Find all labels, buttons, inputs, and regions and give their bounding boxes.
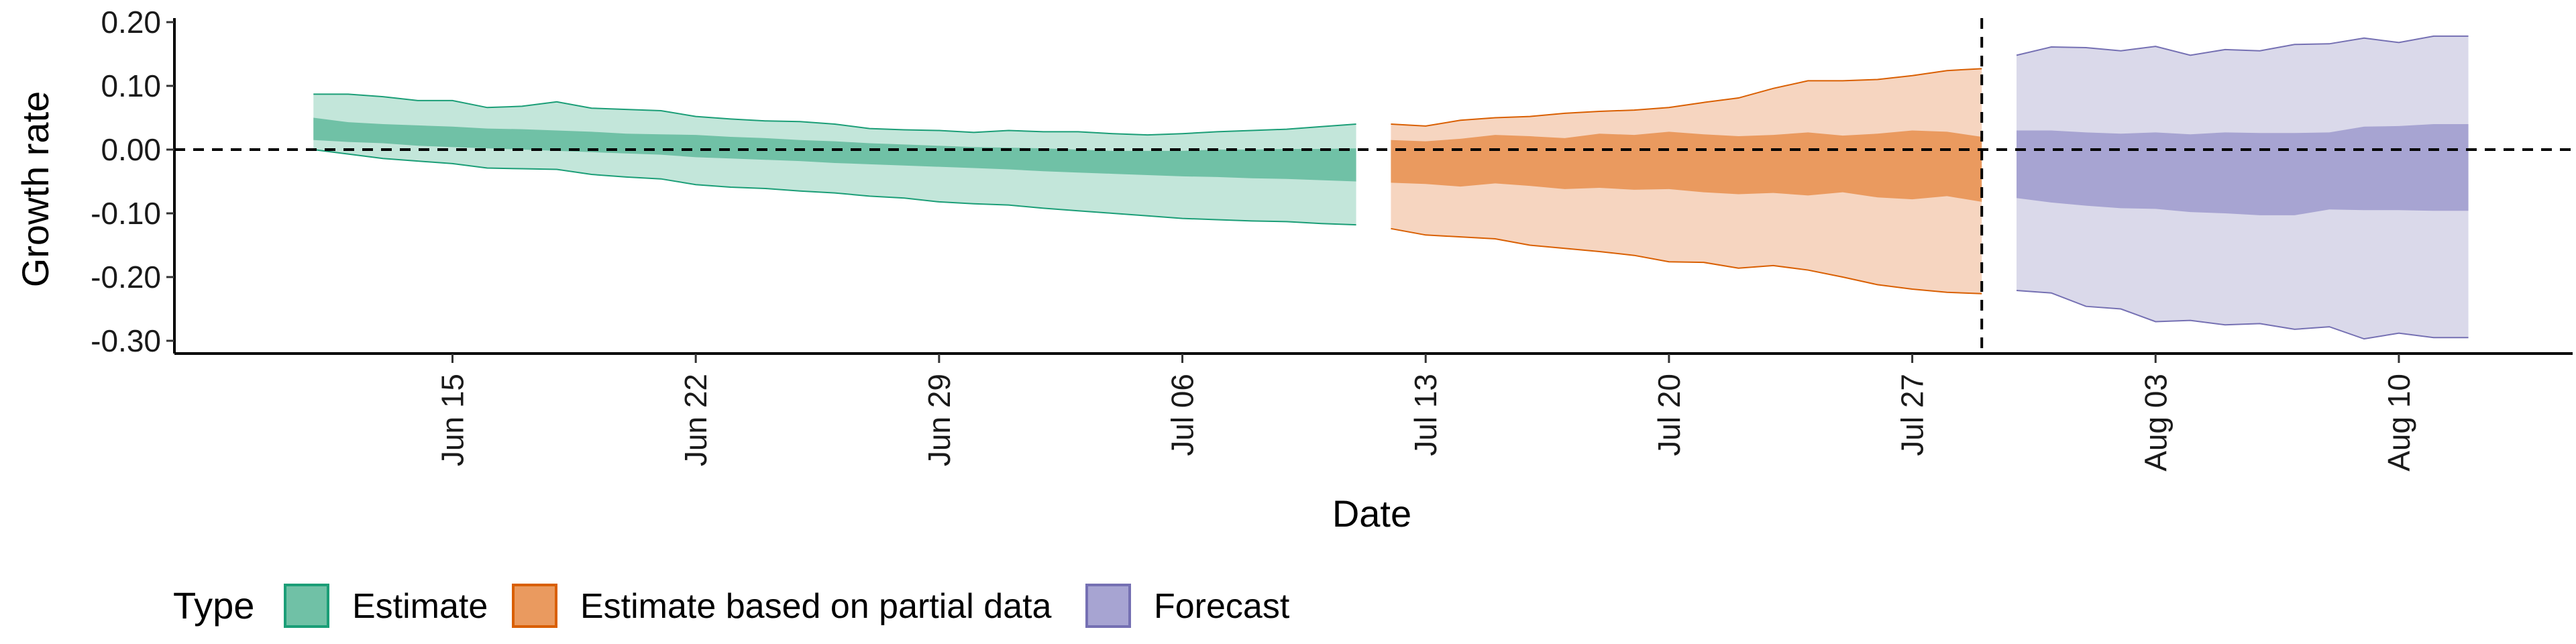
forecast-lower-edge <box>2016 289 2469 340</box>
x-tick-label: Jul 27 <box>1895 374 1930 456</box>
legend-label-forecast: Forecast <box>1154 587 1290 626</box>
legend: Type Estimate Estimate based on partial da… <box>173 584 1290 628</box>
ribbon-layer <box>313 35 2469 340</box>
x-tick-label: Jul 20 <box>1652 374 1686 456</box>
y-tick-label: -0.30 <box>91 323 161 358</box>
x-tick-label: Aug 03 <box>2138 374 2173 472</box>
legend-key-forecast <box>1085 584 1131 628</box>
x-tick-label: Jun 29 <box>922 374 957 466</box>
y-tick-label: 0.10 <box>101 68 161 103</box>
legend-label-estimate: Estimate <box>352 587 488 626</box>
x-tick-label: Jul 06 <box>1165 374 1200 456</box>
forecast-inner-band <box>2017 124 2469 215</box>
x-tick-label: Jun 15 <box>435 374 470 466</box>
estimate-upper-edge <box>313 93 1356 136</box>
axes: 0.20 0.10 0.00 -0.10 -0.20 -0.30 Jun 15 Jun 22 J… <box>91 5 2573 472</box>
x-tick-label: Jul 13 <box>1408 374 1443 456</box>
estimate-based-on-partial-data-lower-edge <box>1391 227 1982 294</box>
estimate-lower-edge <box>313 149 1356 226</box>
legend-label-estimate-based-on-partial-data: Estimate based on partial data <box>580 587 1052 626</box>
legend-title: Type <box>173 584 254 627</box>
legend-key-estimate-based-on-partial-data <box>512 584 557 628</box>
x-axis-title: Date <box>1332 492 1411 535</box>
y-tick-label: 0.20 <box>101 5 161 40</box>
reference-lines <box>174 18 2573 354</box>
forecast-upper-edge <box>2016 35 2469 56</box>
estimate-based-on-partial-data-upper-edge <box>1391 68 1982 127</box>
x-tick-label: Aug 10 <box>2381 374 2416 472</box>
y-tick-label: -0.10 <box>91 196 161 231</box>
y-tick-label: -0.20 <box>91 260 161 294</box>
y-axis-title: Growth rate <box>14 91 56 288</box>
legend-key-estimate <box>284 584 329 628</box>
y-tick-label: 0.00 <box>101 132 161 167</box>
x-tick-label: Jun 22 <box>678 374 713 466</box>
